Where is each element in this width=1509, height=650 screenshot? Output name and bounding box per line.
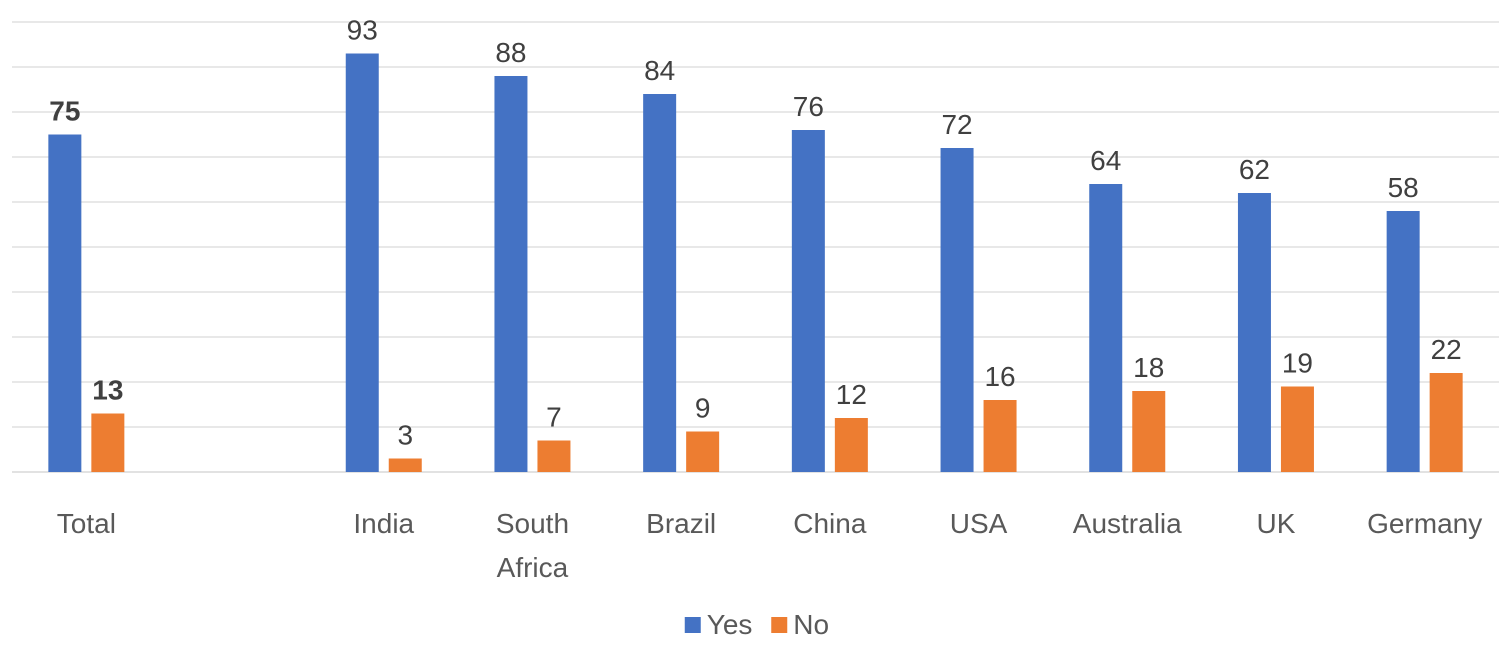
data-labels: 75 13 93 3 88 7 84 9 76 12 72 16 64 18 62 19 58 22 (49, 15, 1461, 451)
bar-yes-india (345, 53, 379, 472)
legend-item-no: No (771, 609, 829, 640)
data-label-no-germany: 22 (1431, 334, 1462, 365)
gridlines (12, 21, 1499, 473)
bar-no-china (834, 418, 868, 472)
data-label-no-usa: 16 (984, 361, 1015, 392)
bar-yes-germany (1386, 211, 1420, 472)
data-label-no-brazil: 9 (695, 393, 711, 424)
bar-no-south-africa (537, 440, 571, 472)
tick-label-uk: UK (1256, 508, 1295, 539)
data-label-no-australia: 18 (1133, 352, 1164, 383)
data-label-yes-total: 75 (49, 96, 80, 127)
bar-yes-total (48, 134, 82, 472)
x-axis-tick-labels: Total India South Africa Brazil China USA Austr… (57, 508, 1482, 583)
data-label-yes-south-africa: 88 (495, 37, 526, 68)
tick-label-usa: USA (950, 508, 1008, 539)
legend-swatch-yes (684, 617, 701, 633)
bar-yes-brazil (643, 94, 677, 472)
bar-yes-south-africa (494, 76, 528, 472)
bar-no-uk (1280, 386, 1314, 472)
legend-label-yes: Yes (707, 609, 753, 640)
legend-item-yes: Yes (684, 609, 753, 640)
data-label-yes-china: 76 (793, 91, 824, 122)
tick-label-total: Total (57, 508, 116, 539)
bar-no-germany (1429, 373, 1463, 472)
tick-label-south-africa: South Africa (496, 508, 569, 583)
data-label-no-total: 13 (92, 375, 123, 406)
tick-label-china: China (793, 508, 867, 539)
bar-no-total (91, 413, 125, 472)
bars (48, 53, 1463, 472)
data-label-no-south-africa: 7 (546, 402, 562, 433)
legend-label-no: No (793, 609, 829, 640)
bar-yes-uk (1237, 193, 1271, 472)
bar-yes-australia (1089, 184, 1123, 472)
bar-yes-usa (940, 148, 974, 472)
data-label-yes-australia: 64 (1090, 145, 1121, 176)
data-label-no-india: 3 (397, 420, 413, 451)
data-label-yes-usa: 72 (941, 109, 972, 140)
data-label-yes-germany: 58 (1388, 172, 1419, 203)
tick-label-india: India (353, 508, 414, 539)
legend-swatch-no (771, 617, 788, 633)
bar-no-australia (1132, 391, 1166, 472)
data-label-no-uk: 19 (1282, 348, 1313, 379)
bar-no-usa (983, 400, 1017, 472)
tick-label-australia: Australia (1073, 508, 1182, 539)
data-label-yes-brazil: 84 (644, 55, 675, 86)
bar-no-india (388, 458, 422, 472)
bar-no-brazil (686, 431, 720, 472)
legend: Yes No (684, 609, 829, 640)
tick-label-brazil: Brazil (646, 508, 716, 539)
data-label-yes-uk: 62 (1239, 154, 1270, 185)
data-label-no-china: 12 (836, 379, 867, 410)
bar-yes-china (791, 130, 825, 472)
data-label-yes-india: 93 (347, 15, 378, 46)
tick-label-germany: Germany (1367, 508, 1482, 539)
